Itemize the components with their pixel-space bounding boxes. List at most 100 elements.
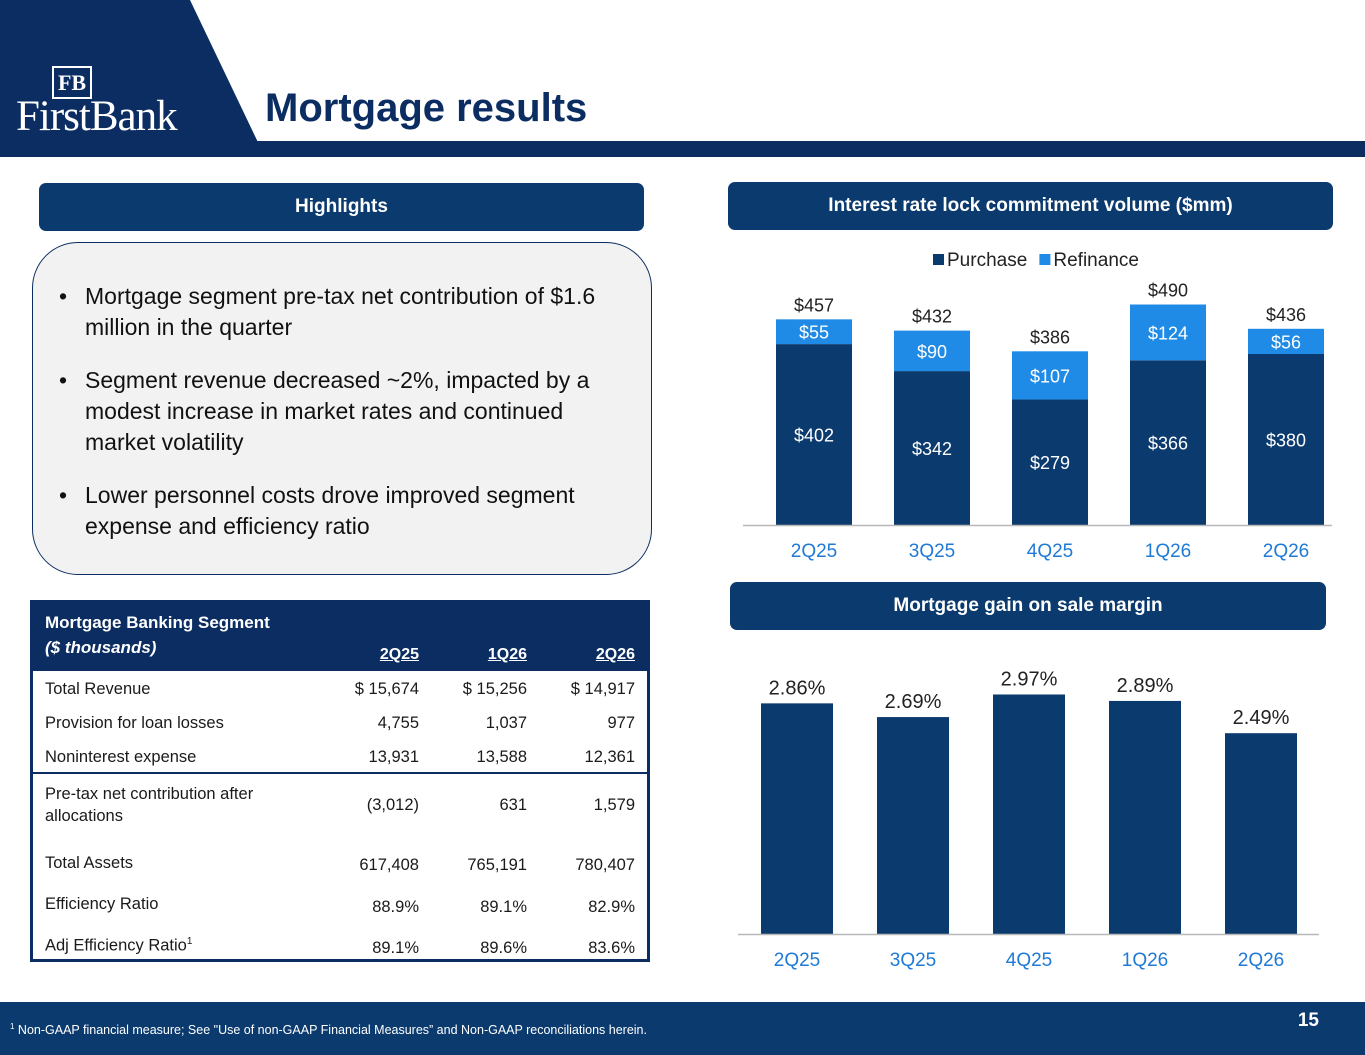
bar-refinance	[1012, 351, 1088, 400]
cell-value: 1,037	[485, 714, 527, 732]
cell-value: 83.6%	[588, 939, 635, 957]
bar-purchase	[776, 344, 852, 525]
logo-wordmark: FirstBank	[16, 93, 178, 140]
x-tick-label: 1Q26	[1122, 950, 1168, 971]
legend-swatch	[933, 254, 944, 265]
row-label: Total Revenue	[45, 680, 151, 698]
legend-swatch	[1039, 254, 1051, 265]
bar-purchase	[1130, 360, 1206, 525]
cell-value: $ 14,917	[570, 680, 635, 698]
data-label-purchase: $279	[1030, 453, 1070, 473]
data-label-refinance: $55	[799, 323, 829, 343]
data-label-total: $436	[1266, 305, 1306, 325]
data-label-purchase: $402	[794, 426, 834, 446]
footnote: 1 Non-GAAP financial measure; See "Use o…	[10, 1022, 647, 1038]
highlights-header: Highlights	[39, 183, 644, 231]
table-title: Mortgage Banking Segment	[45, 613, 270, 632]
x-tick-label: 1Q26	[1145, 541, 1191, 562]
column-header: 2Q26	[595, 646, 635, 663]
highlight-bullet: Lower personnel costs drove improved seg…	[59, 480, 625, 542]
footer: 1 Non-GAAP financial measure; See "Use o…	[0, 1002, 1365, 1055]
x-tick-label: 3Q25	[890, 950, 936, 971]
bar-refinance	[894, 330, 970, 372]
bar-purchase	[1248, 354, 1324, 525]
cell-value: 1,579	[593, 796, 635, 814]
data-label-total: $457	[794, 295, 834, 315]
x-tick-label: 2Q25	[774, 950, 820, 971]
data-label-total: $490	[1148, 281, 1188, 301]
table-subtitle: ($ thousands)	[45, 638, 157, 657]
cell-value: 89.1%	[480, 898, 527, 916]
page-number: 15	[1297, 1010, 1319, 1031]
bar-refinance	[776, 319, 852, 345]
bar	[993, 694, 1065, 934]
cell-value: 89.6%	[480, 939, 527, 957]
x-tick-label: 2Q26	[1238, 950, 1284, 971]
rate-lock-chart: Purchase Refinance $402 $55 $457 2Q25 $342 $90 $…	[743, 250, 1332, 562]
bar-purchase	[1012, 399, 1088, 525]
page-title: Mortgage results	[265, 86, 588, 130]
data-label: 2.89%	[1117, 675, 1174, 697]
x-tick-label: 3Q25	[909, 541, 955, 562]
cell-value: (3,012)	[366, 796, 419, 814]
row-label: Noninterest expense	[45, 748, 197, 766]
column-header: 1Q26	[487, 646, 527, 663]
column-header: 2Q25	[379, 646, 419, 663]
x-tick-label: 4Q25	[1006, 950, 1052, 971]
data-label-refinance: $124	[1148, 323, 1188, 343]
cell-value: $ 15,674	[354, 680, 419, 698]
gain-on-sale-chart-header: Mortgage gain on sale margin	[730, 582, 1326, 630]
data-label-total: $386	[1030, 327, 1070, 347]
cell-value: $ 15,256	[462, 680, 527, 698]
cell-value: 631	[499, 796, 527, 814]
x-tick-label: 4Q25	[1027, 541, 1073, 562]
data-label: 2.69%	[885, 691, 942, 713]
highlight-bullet: Mortgage segment pre-tax net contributio…	[59, 281, 625, 343]
highlights-box: Mortgage segment pre-tax net contributio…	[32, 242, 652, 575]
row-label: Adj Efficiency Ratio1	[45, 936, 193, 955]
cell-value: 12,361	[584, 748, 635, 766]
cell-value: 89.1%	[372, 939, 419, 957]
row-label: Provision for loan losses	[45, 714, 224, 732]
header-rule	[0, 141, 1365, 157]
bar-purchase	[894, 371, 970, 525]
cell-value: 13,588	[476, 748, 527, 766]
legend-label: Purchase	[947, 250, 1027, 271]
cell-value: 4,755	[377, 714, 419, 732]
cell-value: 765,191	[467, 856, 527, 874]
highlight-bullet: Segment revenue decreased ~2%, impacted …	[59, 365, 625, 458]
data-label-purchase: $380	[1266, 431, 1306, 451]
cell-value: 617,408	[359, 856, 419, 874]
cell-value: 780,407	[575, 856, 635, 874]
x-tick-label: 2Q26	[1263, 541, 1309, 562]
x-tick-label: 2Q25	[791, 541, 837, 562]
data-label: 2.49%	[1233, 707, 1290, 729]
data-label-total: $432	[912, 307, 952, 327]
row-label: Total Assets	[45, 854, 134, 872]
cell-value: 88.9%	[372, 898, 419, 916]
table-header: Mortgage Banking Segment ($ thousands) 2…	[33, 603, 647, 671]
bar	[1109, 700, 1181, 934]
bar-refinance	[1248, 328, 1324, 354]
table-divider	[33, 772, 647, 774]
logo-monogram: FB	[52, 66, 92, 99]
data-label-purchase: $342	[912, 439, 952, 459]
data-label-purchase: $366	[1148, 434, 1188, 454]
row-label: Efficiency Ratio	[45, 895, 159, 913]
row-label-continued: allocations	[45, 807, 123, 825]
rate-lock-chart-header: Interest rate lock commitment volume ($m…	[728, 182, 1333, 230]
data-label-refinance: $56	[1271, 332, 1301, 352]
bar	[1225, 733, 1297, 934]
data-label-refinance: $90	[917, 342, 947, 362]
mortgage-segment-table: Mortgage Banking Segment ($ thousands) 2…	[30, 600, 650, 962]
bar	[877, 717, 949, 934]
data-label-refinance: $107	[1030, 366, 1070, 386]
row-label: Pre-tax net contribution after	[45, 785, 254, 803]
cell-value: 82.9%	[588, 898, 635, 916]
data-label: 2.86%	[769, 677, 826, 699]
bar	[761, 703, 833, 934]
cell-value: 977	[607, 714, 635, 732]
bar-refinance	[1130, 304, 1206, 361]
legend-label: Refinance	[1053, 250, 1139, 271]
cell-value: 13,931	[368, 748, 419, 766]
